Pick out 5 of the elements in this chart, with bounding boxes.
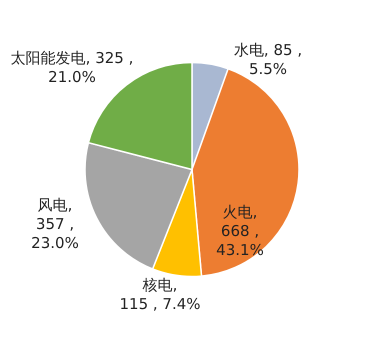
slice-label: 核电, 115 , 7.4% [119,276,201,313]
slice-label: 太阳能发电, 325 , 21.0% [10,49,134,86]
slice-label: 风电, 357 , 23.0% [31,196,79,252]
slice-label: 水电, 85 , 5.5% [234,41,302,78]
slice-label: 火电, 668 , 43.1% [216,203,264,259]
